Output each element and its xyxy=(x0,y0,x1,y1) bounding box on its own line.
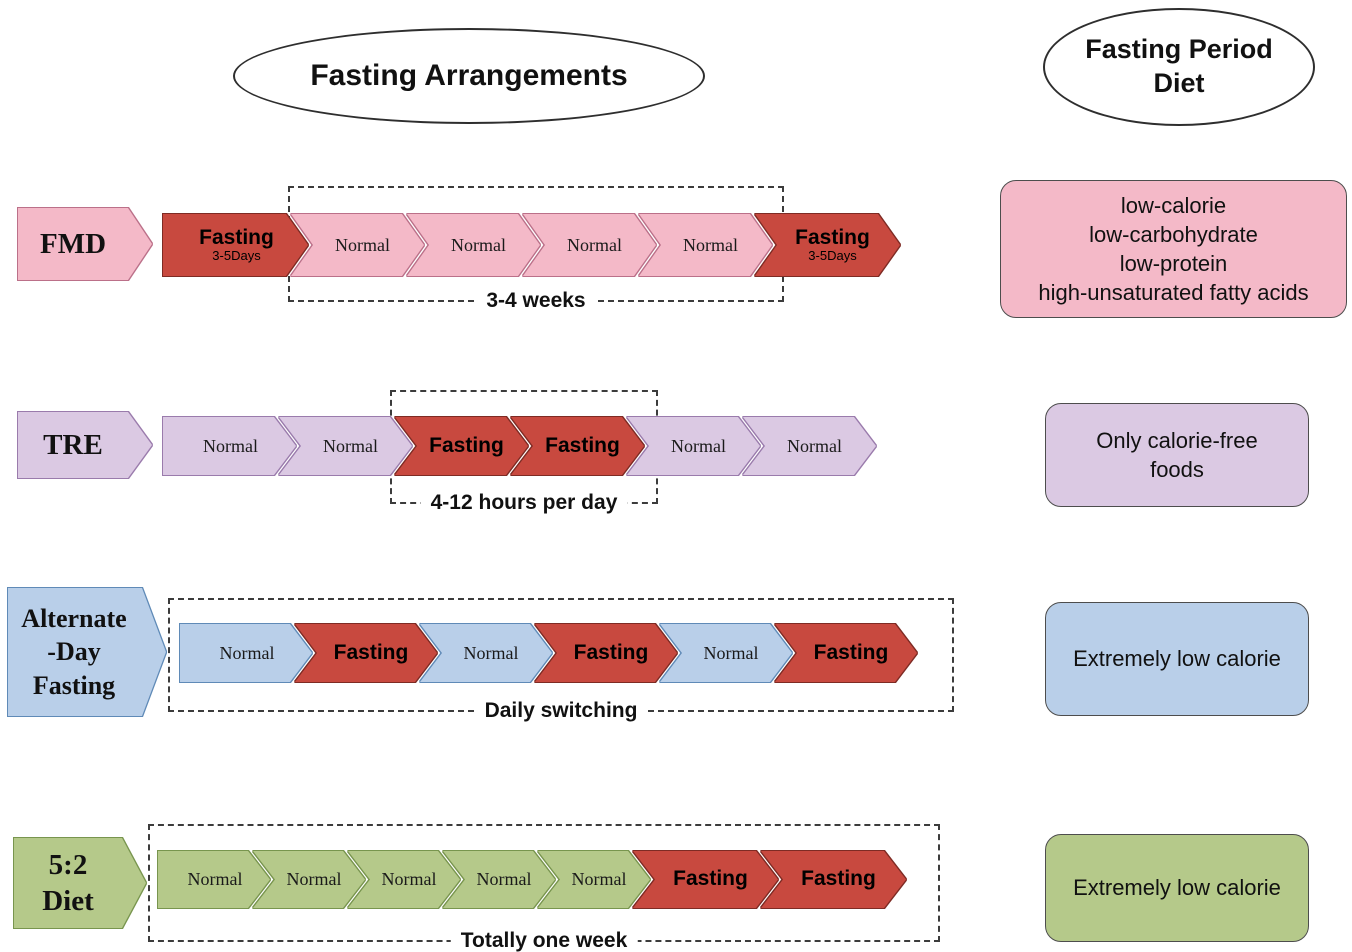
fmd-diet-box: low-calorie low-carbohydrate low-protein… xyxy=(1000,180,1347,318)
tre-range-label: 4-12 hours per day xyxy=(420,491,628,516)
chevron-normal: Normal xyxy=(279,417,412,475)
adf-sequence: Normal Fasting Normal Fasting Normal Fas… xyxy=(180,624,917,682)
arrangements-title-ellipse: Fasting Arrangements xyxy=(233,28,705,124)
chevron-label: Normal xyxy=(703,642,759,663)
chevron-sublabel: 3-5Days xyxy=(212,248,261,264)
chevron-normal: Normal xyxy=(163,417,296,475)
chevron-label: Normal xyxy=(335,234,390,255)
tre-sequence: Normal Normal Fasting Fasting Normal Nor… xyxy=(163,417,876,475)
fmd-label: FMD xyxy=(39,227,107,260)
five-two-label-line2: Diet xyxy=(42,885,94,917)
chevron-label: Fasting xyxy=(199,226,274,250)
adf-label-line1: Alternate xyxy=(21,604,127,634)
five-two-label-line1: 5:2 xyxy=(48,848,88,881)
chevron-fasting: Fasting xyxy=(761,851,906,908)
chevron-label: Normal xyxy=(671,435,726,456)
chevron-label: Fasting xyxy=(813,640,889,664)
adf-range-box: Daily switching xyxy=(168,598,954,724)
diet-line: low-carbohydrate xyxy=(1089,221,1258,247)
chevron-fasting: Fasting xyxy=(633,851,778,908)
chevron-label: Fasting xyxy=(673,867,748,891)
adf-label-line2: -Day xyxy=(47,637,101,667)
chevron-label: Normal xyxy=(476,869,532,889)
chevron-normal: Normal xyxy=(639,214,772,276)
fasting-period-diet-ellipse: Fasting Period Diet xyxy=(1043,8,1315,126)
chevron-normal: Normal xyxy=(660,624,792,682)
chevron-label: Normal xyxy=(187,869,243,889)
chevron-normal: Normal xyxy=(180,624,312,682)
chevron-normal: Normal xyxy=(291,214,424,276)
chevron-fasting: Fasting xyxy=(511,417,644,475)
chevron-normal: Normal xyxy=(523,214,656,276)
chevron-label: Normal xyxy=(323,435,378,456)
chevron-label: Normal xyxy=(463,642,519,663)
chevron-normal: Normal xyxy=(348,851,460,908)
chevron-label: Normal xyxy=(203,435,258,456)
chevron-label: Fasting xyxy=(795,226,870,250)
chevron-normal: Normal xyxy=(253,851,365,908)
adf-label-line3: Fasting xyxy=(32,670,116,700)
diet-line: low-protein xyxy=(1119,251,1228,276)
adf-range-label: Daily switching xyxy=(474,699,648,724)
chevron-label: Normal xyxy=(787,435,842,456)
tre-label: TRE xyxy=(43,428,103,461)
chevron-label: Fasting xyxy=(429,433,504,457)
chevron-normal: Normal xyxy=(420,624,552,682)
five-two-label-arrow: 5:2 Diet xyxy=(14,838,146,928)
chevron-sublabel: 3-5Days xyxy=(808,248,857,264)
chevron-label: Normal xyxy=(683,234,738,255)
chevron-fasting: Fasting 3-5Days xyxy=(163,214,308,276)
diet-line: high-unsaturated fatty acids xyxy=(1038,280,1309,306)
tre-diet-box: Only calorie-free foods xyxy=(1045,403,1309,507)
chevron-label: Fasting xyxy=(801,867,876,891)
chevron-label: Normal xyxy=(381,869,437,889)
chevron-fasting: Fasting xyxy=(295,624,437,682)
diet-line: low-calorie xyxy=(1120,192,1227,218)
chevron-normal: Normal xyxy=(538,851,650,908)
diet-title-line1: Fasting Period xyxy=(1085,34,1273,65)
chevron-normal: Normal xyxy=(627,417,760,475)
five-two-range-label: Totally one week xyxy=(450,929,638,952)
arrangements-title: Fasting Arrangements xyxy=(310,59,628,93)
fmd-label-arrow: FMD xyxy=(18,208,152,280)
chevron-fasting: Fasting 3-5Days xyxy=(755,214,900,276)
chevron-fasting: Fasting xyxy=(775,624,917,682)
chevron-normal: Normal xyxy=(743,417,876,475)
diet-line: Extremely low calorie xyxy=(1073,646,1281,672)
chevron-label: Normal xyxy=(286,869,342,889)
chevron-fasting: Fasting xyxy=(535,624,677,682)
fmd-sequence: Fasting 3-5Days Normal Normal Normal Nor… xyxy=(163,214,900,276)
diet-line: Only calorie-free xyxy=(1096,427,1258,453)
tre-label-arrow: TRE xyxy=(18,412,152,478)
chevron-label: Normal xyxy=(571,869,627,889)
diet-line: foods xyxy=(1150,457,1204,482)
chevron-label: Fasting xyxy=(573,640,649,664)
five-two-diet-box: Extremely low calorie xyxy=(1045,834,1309,942)
fmd-range-label: 3-4 weeks xyxy=(476,289,596,314)
chevron-label: Fasting xyxy=(545,433,620,457)
tre-range-box: 4-12 hours per day xyxy=(390,390,658,516)
adf-diet-box: Extremely low calorie xyxy=(1045,602,1309,716)
diet-line: Extremely low calorie xyxy=(1073,875,1281,901)
chevron-label: Normal xyxy=(219,642,275,663)
five-two-sequence: Normal Normal Normal Normal Normal Fasti… xyxy=(158,851,906,908)
chevron-label: Normal xyxy=(451,234,506,255)
chevron-fasting: Fasting xyxy=(395,417,528,475)
five-two-range-box: Totally one week xyxy=(148,824,940,952)
diet-title-line2: Diet xyxy=(1153,68,1205,98)
chevron-normal: Normal xyxy=(407,214,540,276)
chevron-normal: Normal xyxy=(443,851,555,908)
chevron-normal: Normal xyxy=(158,851,270,908)
adf-label-arrow: Alternate -Day Fasting xyxy=(8,588,166,716)
chevron-label: Normal xyxy=(567,234,622,255)
chevron-label: Fasting xyxy=(333,640,409,664)
